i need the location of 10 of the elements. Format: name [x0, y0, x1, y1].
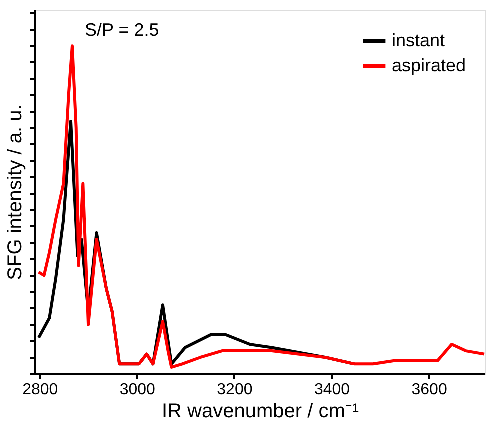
x-tick-label: 3200 [217, 382, 253, 398]
x-tick-label: 3000 [120, 382, 156, 398]
text: S/P = 2.5 [85, 20, 160, 40]
x-tick-label: 3400 [314, 382, 350, 398]
y-axis-title: SFG intensity / a. u. [4, 104, 26, 280]
x-tick-label: 2800 [22, 382, 58, 398]
x-tick-label: 3600 [412, 382, 448, 398]
x-axis-title: IR wavenumber / cm⁻¹ [162, 400, 360, 422]
legend-label: instant [392, 30, 446, 50]
legend-label: aspirated [392, 56, 466, 76]
